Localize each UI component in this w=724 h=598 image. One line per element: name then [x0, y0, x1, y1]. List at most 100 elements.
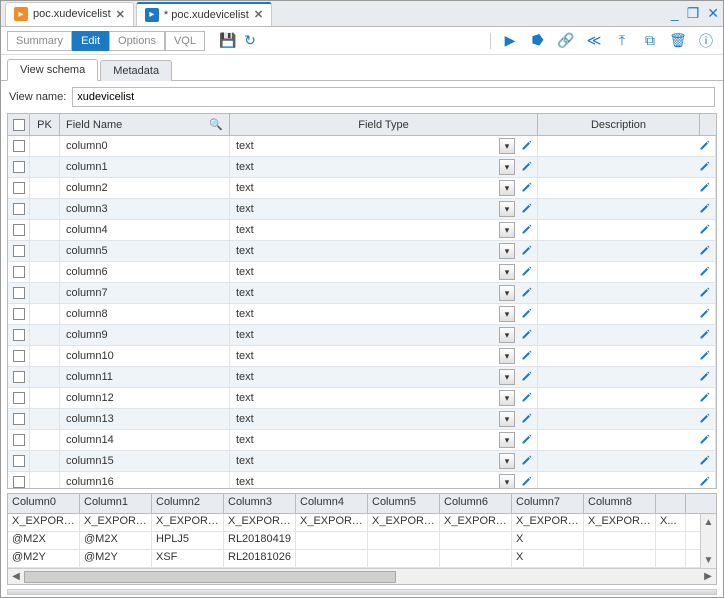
scroll-thumb[interactable] [24, 571, 396, 583]
close-icon[interactable]: ✕ [116, 8, 125, 21]
field-type-cell[interactable]: text▾ [230, 388, 538, 408]
schema-body[interactable]: column0text▾column1text▾column2text▾colu… [8, 136, 716, 488]
search-icon[interactable]: 🔍 [209, 118, 223, 131]
field-name-cell[interactable]: column5 [60, 241, 230, 261]
chevron-down-icon[interactable]: ▾ [499, 264, 515, 280]
viewname-input[interactable] [72, 87, 715, 107]
data-row[interactable]: X_EXPORT...X_EXPORT...X_EXPORT...X_EXPOR… [8, 514, 716, 532]
chevron-down-icon[interactable]: ▾ [499, 474, 515, 488]
data-column-header[interactable]: Column1 [80, 494, 152, 513]
play-icon[interactable]: ▶ [499, 31, 521, 51]
field-type-cell[interactable]: text▾ [230, 178, 538, 198]
description-cell[interactable] [538, 451, 716, 471]
edit-desc-icon[interactable] [699, 349, 711, 364]
schema-row[interactable]: column9text▾ [8, 325, 716, 346]
chevron-down-icon[interactable]: ▾ [499, 180, 515, 196]
chevron-down-icon[interactable]: ▾ [499, 306, 515, 322]
field-type-cell[interactable]: text▾ [230, 325, 538, 345]
chevron-down-icon[interactable]: ▾ [499, 285, 515, 301]
field-type-cell[interactable]: text▾ [230, 157, 538, 177]
schema-row[interactable]: column7text▾ [8, 283, 716, 304]
description-cell[interactable] [538, 304, 716, 324]
data-hscroll[interactable]: ◀ ▶ [8, 568, 716, 584]
share-icon[interactable]: ≪ [583, 31, 605, 51]
row-checkbox[interactable] [8, 304, 30, 324]
edit-type-icon[interactable] [521, 391, 533, 406]
mode-vql[interactable]: VQL [165, 31, 205, 51]
link-icon[interactable]: 🔗 [555, 31, 577, 51]
description-cell[interactable] [538, 241, 716, 261]
description-cell[interactable] [538, 136, 716, 156]
chevron-down-icon[interactable]: ▾ [499, 159, 515, 175]
edit-type-icon[interactable] [521, 412, 533, 427]
schema-row[interactable]: column12text▾ [8, 388, 716, 409]
data-column-header[interactable]: Column8 [584, 494, 656, 513]
edit-desc-icon[interactable] [699, 391, 711, 406]
minimize-button[interactable]: _ [671, 5, 679, 22]
chevron-down-icon[interactable]: ▾ [499, 348, 515, 364]
field-name-cell[interactable]: column14 [60, 430, 230, 450]
field-name-cell[interactable]: column3 [60, 199, 230, 219]
tab-metadata[interactable]: Metadata [100, 60, 172, 81]
edit-type-icon[interactable] [521, 454, 533, 469]
tree-icon[interactable]: ⭓ [527, 31, 549, 51]
edit-desc-icon[interactable] [699, 412, 711, 427]
chevron-down-icon[interactable]: ▾ [499, 222, 515, 238]
schema-row[interactable]: column16text▾ [8, 472, 716, 488]
field-name-cell[interactable]: column1 [60, 157, 230, 177]
description-cell[interactable] [538, 409, 716, 429]
field-name-cell[interactable]: column7 [60, 283, 230, 303]
data-column-header[interactable]: Column3 [224, 494, 296, 513]
schema-row[interactable]: column15text▾ [8, 451, 716, 472]
scroll-down-icon[interactable]: ▼ [701, 552, 716, 568]
schema-row[interactable]: column4text▾ [8, 220, 716, 241]
edit-desc-icon[interactable] [699, 370, 711, 385]
edit-type-icon[interactable] [521, 244, 533, 259]
chevron-down-icon[interactable]: ▾ [499, 411, 515, 427]
row-checkbox[interactable] [8, 262, 30, 282]
schema-row[interactable]: column5text▾ [8, 241, 716, 262]
edit-type-icon[interactable] [521, 181, 533, 196]
edit-type-icon[interactable] [521, 223, 533, 238]
edit-type-icon[interactable] [521, 202, 533, 217]
delete-icon[interactable]: 🗑 [667, 31, 689, 51]
scroll-up-icon[interactable]: ▲ [701, 514, 716, 530]
field-type-cell[interactable]: text▾ [230, 199, 538, 219]
header-checkbox-col[interactable] [8, 114, 30, 135]
schema-row[interactable]: column6text▾ [8, 262, 716, 283]
header-field-name[interactable]: Field Name 🔍 [60, 114, 230, 135]
restore-button[interactable]: ❐ [687, 5, 700, 22]
schema-row[interactable]: column8text▾ [8, 304, 716, 325]
field-type-cell[interactable]: text▾ [230, 304, 538, 324]
data-column-header[interactable]: Column0 [8, 494, 80, 513]
edit-desc-icon[interactable] [699, 160, 711, 175]
row-checkbox[interactable] [8, 409, 30, 429]
field-type-cell[interactable]: text▾ [230, 409, 538, 429]
row-checkbox[interactable] [8, 283, 30, 303]
refresh-icon[interactable]: ↻ [239, 31, 261, 51]
row-checkbox[interactable] [8, 472, 30, 488]
field-name-cell[interactable]: column15 [60, 451, 230, 471]
edit-type-icon[interactable] [521, 139, 533, 154]
schema-row[interactable]: column13text▾ [8, 409, 716, 430]
chevron-down-icon[interactable]: ▾ [499, 138, 515, 154]
description-cell[interactable] [538, 178, 716, 198]
field-type-cell[interactable]: text▾ [230, 346, 538, 366]
edit-desc-icon[interactable] [699, 454, 711, 469]
edit-desc-icon[interactable] [699, 265, 711, 280]
edit-type-icon[interactable] [521, 328, 533, 343]
data-column-header[interactable]: Column7 [512, 494, 584, 513]
upload-icon[interactable]: ⤒ [611, 31, 633, 51]
row-checkbox[interactable] [8, 220, 30, 240]
row-checkbox[interactable] [8, 346, 30, 366]
field-type-cell[interactable]: text▾ [230, 451, 538, 471]
schema-row[interactable]: column0text▾ [8, 136, 716, 157]
description-cell[interactable] [538, 430, 716, 450]
row-checkbox[interactable] [8, 178, 30, 198]
edit-desc-icon[interactable] [699, 475, 711, 489]
field-type-cell[interactable]: text▾ [230, 472, 538, 488]
row-checkbox[interactable] [8, 241, 30, 261]
mode-summary[interactable]: Summary [7, 31, 72, 51]
description-cell[interactable] [538, 283, 716, 303]
field-name-cell[interactable]: column12 [60, 388, 230, 408]
